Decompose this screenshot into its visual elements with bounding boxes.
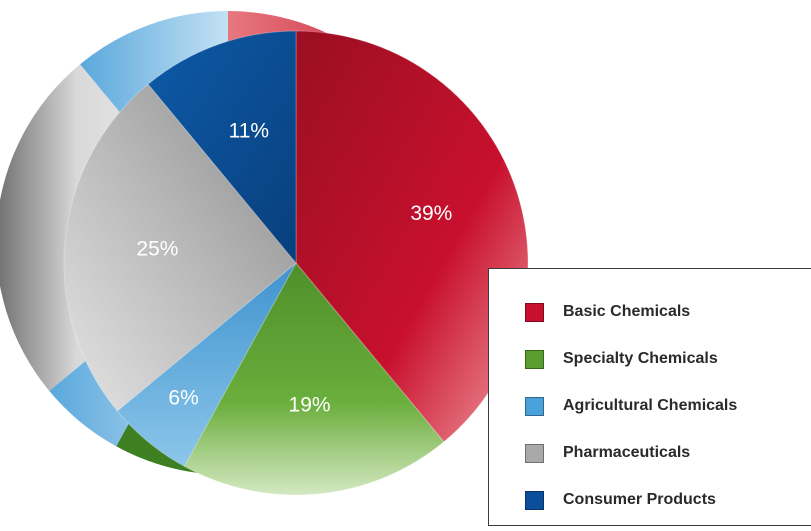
slice-label-consumer: 11% [229, 120, 269, 143]
legend-item-basic: Basic Chemicals [525, 300, 690, 324]
legend-label-specialty: Specialty Chemicals [563, 350, 718, 367]
legend-swatch-basic [525, 302, 544, 322]
legend-item-consumer: Consumer Products [525, 488, 716, 512]
pie-labels: 39% 19% 6% 25% 11% [136, 120, 452, 417]
legend-label-agri: Agricultural Chemicals [563, 397, 738, 414]
legend-item-agri: Agricultural Chemicals [525, 394, 737, 418]
pie-slice-specialty [183, 262, 445, 496]
pie-slice-consumer [147, 30, 297, 265]
legend-label-basic: Basic Chemicals [563, 303, 691, 320]
legend-swatch-consumer [525, 490, 544, 510]
slice-label-specialty: 19% [289, 394, 331, 417]
legend-item-specialty: Specialty Chemicals [525, 347, 718, 371]
slice-label-pharma: 25% [136, 237, 178, 260]
legend-swatch-specialty [525, 349, 544, 369]
slice-label-agri: 6% [168, 386, 198, 409]
legend-swatch-agri [525, 396, 544, 416]
legend: Basic Chemicals Specialty Chemicals Agricu… [488, 268, 811, 526]
slice-label-basic: 39% [410, 202, 452, 225]
legend-label-pharma: Pharmaceuticals [563, 444, 691, 461]
legend-swatch-pharma [525, 443, 544, 463]
pie-slice-pharma [63, 83, 297, 412]
pie-slice-agri [116, 262, 297, 467]
legend-label-consumer: Consumer Products [563, 491, 716, 508]
legend-item-pharma: Pharmaceuticals [525, 441, 690, 465]
pie-slices [63, 30, 529, 496]
